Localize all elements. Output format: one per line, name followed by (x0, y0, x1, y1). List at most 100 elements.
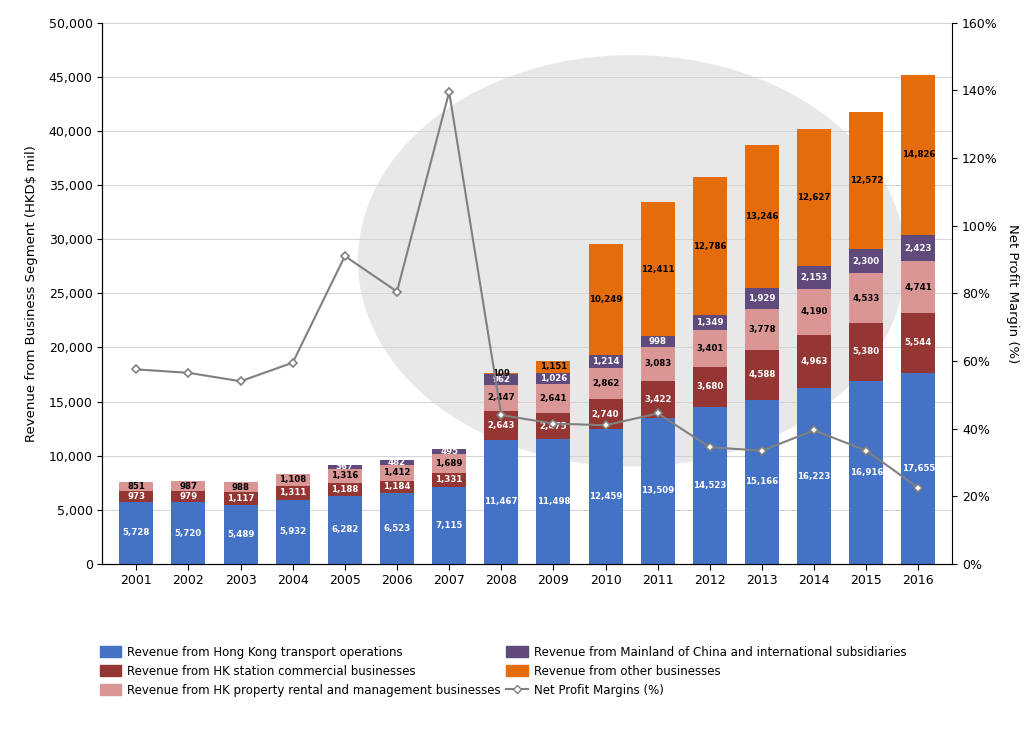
Text: 5,544: 5,544 (905, 338, 932, 347)
Bar (849, 113, 884, 249)
Text: 1,412: 1,412 (383, 468, 411, 478)
Bar (380, 465, 414, 481)
Bar (589, 244, 623, 355)
Text: 1,117: 1,117 (227, 494, 254, 503)
Bar (484, 440, 518, 564)
Bar (693, 177, 727, 315)
Bar (693, 315, 727, 330)
Bar (849, 323, 884, 381)
Bar (693, 367, 727, 407)
Text: 2,862: 2,862 (592, 380, 620, 389)
Text: 973: 973 (127, 493, 145, 501)
Text: 1,188: 1,188 (331, 485, 358, 494)
Text: 979: 979 (179, 493, 198, 502)
Text: 16,916: 16,916 (850, 468, 883, 477)
Text: 17,655: 17,655 (902, 464, 935, 473)
Bar (537, 360, 570, 373)
Bar (223, 482, 257, 493)
Bar (693, 407, 727, 564)
Bar (641, 417, 675, 564)
Text: 1,108: 1,108 (280, 475, 306, 484)
Y-axis label: Revenue from Business Segment (HKD$ mil): Revenue from Business Segment (HKD$ mil) (25, 145, 38, 441)
Bar (328, 496, 361, 564)
Ellipse shape (358, 55, 905, 466)
Text: 11,498: 11,498 (537, 497, 570, 506)
Bar (120, 492, 154, 502)
Text: 1,151: 1,151 (540, 362, 567, 371)
Bar (432, 472, 466, 487)
Bar (120, 502, 154, 564)
Text: 1,184: 1,184 (383, 483, 411, 492)
Bar (901, 235, 935, 262)
Bar (275, 486, 309, 500)
Text: 2,423: 2,423 (904, 244, 932, 253)
Text: 7,115: 7,115 (435, 521, 463, 530)
Text: 12,411: 12,411 (641, 265, 675, 274)
Text: 2,447: 2,447 (487, 393, 515, 402)
Bar (901, 373, 935, 564)
Text: 851: 851 (127, 482, 145, 491)
Text: 1,214: 1,214 (592, 357, 620, 366)
Bar (849, 274, 884, 323)
Text: 482: 482 (388, 458, 407, 467)
Text: 2,300: 2,300 (853, 256, 880, 265)
Text: 1,316: 1,316 (331, 472, 358, 481)
Text: 12,627: 12,627 (798, 193, 830, 202)
Text: 4,588: 4,588 (749, 371, 776, 380)
Text: 4,963: 4,963 (801, 357, 827, 366)
Bar (901, 313, 935, 373)
Bar (432, 449, 466, 454)
Text: 4,741: 4,741 (904, 283, 932, 292)
Text: 2,475: 2,475 (540, 422, 567, 431)
Bar (380, 493, 414, 564)
Text: 3,422: 3,422 (644, 395, 672, 404)
Bar (537, 413, 570, 439)
Bar (120, 482, 154, 492)
Text: 12,572: 12,572 (850, 176, 883, 185)
Text: 988: 988 (231, 483, 250, 492)
Bar (380, 481, 414, 493)
Bar (484, 374, 518, 385)
Bar (484, 373, 518, 374)
Bar (537, 384, 570, 413)
Text: 998: 998 (649, 338, 667, 347)
Text: 495: 495 (440, 447, 458, 456)
Text: 13,246: 13,246 (745, 212, 778, 221)
Bar (745, 288, 779, 309)
Bar (484, 385, 518, 411)
Text: 1,331: 1,331 (435, 475, 463, 484)
Bar (223, 493, 257, 505)
Bar (328, 468, 361, 483)
Text: 16,223: 16,223 (798, 472, 830, 481)
Text: 5,728: 5,728 (123, 529, 150, 538)
Bar (328, 483, 361, 496)
Bar (171, 502, 206, 564)
Bar (484, 411, 518, 440)
Bar (745, 400, 779, 564)
Bar (537, 373, 570, 384)
Bar (798, 129, 831, 266)
Text: 4,533: 4,533 (853, 293, 880, 302)
Bar (849, 381, 884, 564)
Y-axis label: Net Profit Margin (%): Net Profit Margin (%) (1006, 223, 1019, 363)
Text: 5,932: 5,932 (280, 527, 306, 536)
Text: 11,467: 11,467 (484, 497, 518, 506)
Text: 1,311: 1,311 (279, 488, 306, 497)
Text: 2,153: 2,153 (801, 273, 827, 282)
Text: 4,190: 4,190 (801, 308, 827, 317)
Bar (589, 355, 623, 368)
Bar (849, 249, 884, 274)
Bar (223, 505, 257, 564)
Bar (275, 500, 309, 564)
Text: 3,401: 3,401 (696, 344, 724, 353)
Bar (901, 262, 935, 313)
Text: 5,720: 5,720 (175, 529, 202, 538)
Text: 2,643: 2,643 (487, 421, 515, 430)
Text: 2,740: 2,740 (592, 410, 620, 419)
Text: 3,680: 3,680 (696, 382, 724, 391)
Text: 1,929: 1,929 (749, 294, 776, 303)
Bar (589, 429, 623, 564)
Bar (171, 492, 206, 502)
Bar (537, 439, 570, 564)
Bar (745, 309, 779, 350)
